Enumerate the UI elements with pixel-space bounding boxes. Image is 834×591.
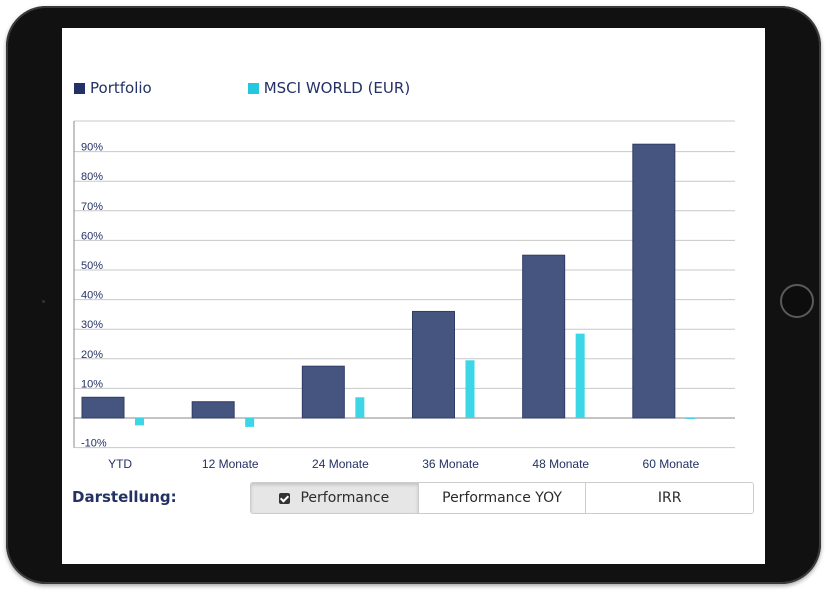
bar-msci [685,418,695,419]
y-tick-label: 20% [81,349,103,361]
bar-msci [135,418,144,426]
bar-portfolio [412,310,455,419]
bar-msci [355,397,365,418]
y-tick-label: 70% [81,201,103,213]
option-irr[interactable]: IRR [585,483,753,513]
x-category-label: 48 Monate [532,457,589,471]
bar-portfolio [191,401,235,419]
bar-portfolio [301,365,345,419]
option-performance-yoy-label: Performance YOY [442,490,562,506]
camera [42,300,45,303]
y-tick-label: 90% [81,142,103,154]
bar-portfolio [81,396,125,419]
option-performance-yoy[interactable]: Performance YOY [417,483,586,513]
bar-msci [575,333,585,418]
y-tick-label: 80% [81,171,103,183]
option-performance-label: Performance [300,490,390,506]
display-toggle: Performance Performance YOY IRR [250,482,754,514]
option-irr-label: IRR [657,490,682,506]
x-category-label: 24 Monate [312,457,369,471]
screen: Portfolio MSCI WORLD (EUR) -10%0%10%20%3… [62,28,765,564]
x-category-label: 36 Monate [422,457,479,471]
bar-msci [245,418,255,427]
y-tick-label: 60% [81,230,103,242]
bar-msci [465,360,475,418]
x-category-label: 12 Monate [202,457,259,471]
chart-legend: Portfolio MSCI WORLD (EUR) [74,78,506,98]
legend-swatch-msci [247,82,259,94]
bar-portfolio [632,143,676,419]
checkbox-checked-icon [279,492,291,504]
x-category-label: 60 Monate [643,457,700,471]
x-category-label: YTD [108,457,132,471]
y-tick-label: 10% [81,378,103,390]
y-tick-label: 50% [81,260,103,272]
option-performance[interactable]: Performance [251,483,418,513]
home-button[interactable] [780,284,814,318]
legend-item-msci[interactable]: MSCI WORLD (EUR) [247,79,411,97]
legend-label-portfolio: Portfolio [90,79,152,97]
display-label: Darstellung: [72,488,177,506]
y-tick-label: -10% [81,438,107,450]
legend-swatch-portfolio [74,82,85,94]
y-tick-label: 30% [81,319,103,331]
legend-item-portfolio[interactable]: Portfolio [74,79,152,97]
bar-portfolio [522,254,566,419]
y-tick-label: 40% [81,290,103,302]
legend-label-msci: MSCI WORLD (EUR) [263,79,411,97]
